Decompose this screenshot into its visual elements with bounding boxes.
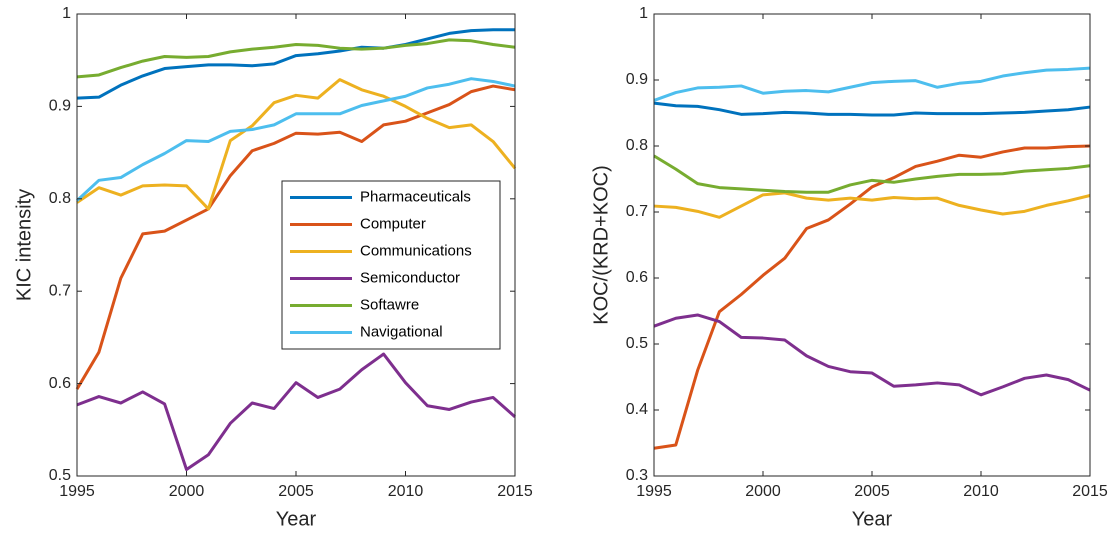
y-tick-label: 0.9 <box>626 71 648 88</box>
y-axis-label: KOC/(KRD+KOC) <box>590 165 612 324</box>
y-tick-label: 0.8 <box>49 190 71 207</box>
x-axis-label: Year <box>276 508 317 530</box>
y-tick-label: 0.8 <box>626 137 648 154</box>
series-line <box>653 313 1091 397</box>
x-tick-label: 1995 <box>636 483 672 500</box>
legend-box <box>281 180 501 350</box>
x-tick-label: 2015 <box>1072 483 1108 500</box>
y-tick-label: 0.6 <box>626 269 648 286</box>
x-tick-label: 2000 <box>745 483 781 500</box>
x-axis-label: Year <box>852 508 893 530</box>
x-tick-label: 2010 <box>388 483 424 500</box>
y-tick-label: 0.5 <box>49 467 71 484</box>
legend-label: Pharmaceuticals <box>360 188 471 205</box>
series-line <box>76 28 515 100</box>
y-tick-label: 1 <box>62 5 71 22</box>
axes-background <box>654 14 1090 476</box>
x-tick-label: 2000 <box>169 483 205 500</box>
series-line <box>653 66 1091 102</box>
series-line <box>75 77 516 202</box>
legend-label: Communications <box>360 242 472 259</box>
legend-label: Semiconductor <box>360 269 460 286</box>
series-line <box>653 101 1091 117</box>
y-tick-label: 0.6 <box>49 375 71 392</box>
y-axis-label: KIC intensity <box>13 189 35 301</box>
y-tick-label: 0.5 <box>626 335 648 352</box>
legend-label: Computer <box>360 215 426 232</box>
y-tick-label: 0.4 <box>626 401 648 418</box>
legend-label: Navigational <box>360 323 443 340</box>
x-tick-label: 2010 <box>963 483 999 500</box>
series-line <box>653 154 1091 194</box>
y-tick-label: 0.9 <box>49 98 71 115</box>
y-tick-label: 0.7 <box>626 203 648 220</box>
series-line <box>75 84 516 390</box>
series-line <box>653 144 1091 450</box>
x-tick-label: 2005 <box>854 483 890 500</box>
y-tick-label: 1 <box>639 5 648 22</box>
x-tick-label: 2015 <box>497 483 533 500</box>
legend: Pharmaceuticals Computer Communications Sem… <box>281 180 501 350</box>
series-line <box>653 191 1091 219</box>
series-line <box>76 38 516 79</box>
x-tick-label: 2005 <box>278 483 314 500</box>
series-line <box>76 78 517 211</box>
legend-label: Softawre <box>360 296 419 313</box>
y-tick-label: 0.3 <box>626 467 648 484</box>
x-tick-label: 1995 <box>59 483 95 500</box>
y-tick-label: 0.7 <box>49 282 71 299</box>
series-line <box>76 352 516 472</box>
